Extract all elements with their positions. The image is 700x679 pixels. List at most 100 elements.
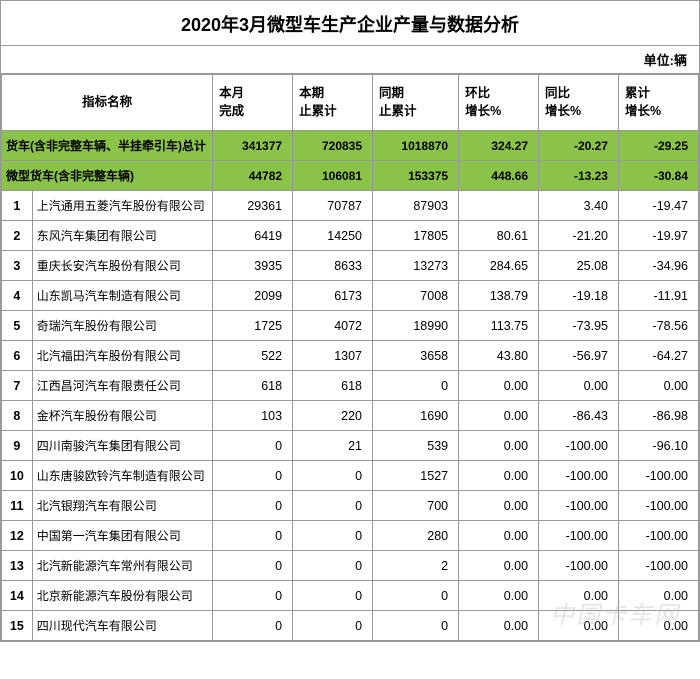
- company-name: 江西昌河汽车有限责任公司: [32, 371, 212, 401]
- summary-label: 货车(含非完整车辆、半挂牵引车)总计: [2, 131, 213, 161]
- company-name: 奇瑞汽车股份有限公司: [32, 311, 212, 341]
- table-row: 10山东唐骏欧铃汽车制造有限公司0015270.00-100.00-100.00: [2, 461, 699, 491]
- company-name: 重庆长安汽车股份有限公司: [32, 251, 212, 281]
- cell: 0: [293, 491, 373, 521]
- table-row: 15四川现代汽车有限公司0000.000.000.00: [2, 611, 699, 641]
- cell: 1527: [373, 461, 459, 491]
- cell: 103: [213, 401, 293, 431]
- company-name: 北汽新能源汽车常州有限公司: [32, 551, 212, 581]
- cell: 13273: [373, 251, 459, 281]
- cell: 2099: [213, 281, 293, 311]
- cell: 0: [293, 551, 373, 581]
- cell: 2: [373, 551, 459, 581]
- company-name: 金杯汽车股份有限公司: [32, 401, 212, 431]
- cell: -13.23: [539, 161, 619, 191]
- cell: 0: [213, 431, 293, 461]
- cell: 341377: [213, 131, 293, 161]
- cell: -30.84: [618, 161, 698, 191]
- cell: 284.65: [459, 251, 539, 281]
- cell: -11.91: [618, 281, 698, 311]
- cell: 448.66: [459, 161, 539, 191]
- data-table: 指标名称 本月 完成 本期 止累计 同期 止累计 环比 增长% 同比 增长% 累…: [1, 74, 699, 641]
- cell: -21.20: [539, 221, 619, 251]
- cell: 618: [213, 371, 293, 401]
- cell: 0.00: [459, 431, 539, 461]
- table-row: 2东风汽车集团有限公司6419142501780580.61-21.20-19.…: [2, 221, 699, 251]
- cell: 0.00: [459, 551, 539, 581]
- col-period-cum: 本期 止累计: [293, 75, 373, 131]
- row-index: 5: [2, 311, 33, 341]
- cell: -100.00: [618, 491, 698, 521]
- cell: 6173: [293, 281, 373, 311]
- row-index: 7: [2, 371, 33, 401]
- col-month-done: 本月 完成: [213, 75, 293, 131]
- cell: 220: [293, 401, 373, 431]
- cell: -19.47: [618, 191, 698, 221]
- cell: -100.00: [618, 551, 698, 581]
- company-name: 北汽银翔汽车有限公司: [32, 491, 212, 521]
- cell: 80.61: [459, 221, 539, 251]
- cell: 0: [213, 551, 293, 581]
- cell: 0: [213, 611, 293, 641]
- table-row: 13北汽新能源汽车常州有限公司0020.00-100.00-100.00: [2, 551, 699, 581]
- cell: 3.40: [539, 191, 619, 221]
- cell: 0.00: [459, 461, 539, 491]
- cell: 0.00: [459, 581, 539, 611]
- cell: 0.00: [539, 581, 619, 611]
- cell: 7008: [373, 281, 459, 311]
- table-container: 2020年3月微型车生产企业产量与数据分析 单位:辆 指标名称 本月 完成 本期…: [0, 0, 700, 642]
- cell: 0.00: [618, 581, 698, 611]
- company-name: 北京新能源汽车股份有限公司: [32, 581, 212, 611]
- col-indicator: 指标名称: [2, 75, 213, 131]
- cell: 0: [293, 581, 373, 611]
- table-row: 11北汽银翔汽车有限公司007000.00-100.00-100.00: [2, 491, 699, 521]
- cell: 14250: [293, 221, 373, 251]
- row-index: 9: [2, 431, 33, 461]
- table-row: 7江西昌河汽车有限责任公司61861800.000.000.00: [2, 371, 699, 401]
- cell: 4072: [293, 311, 373, 341]
- cell: 6419: [213, 221, 293, 251]
- cell: 25.08: [539, 251, 619, 281]
- table-row: 6北汽福田汽车股份有限公司5221307365843.80-56.97-64.2…: [2, 341, 699, 371]
- cell: -100.00: [618, 461, 698, 491]
- cell: 44782: [213, 161, 293, 191]
- cell: 0: [213, 521, 293, 551]
- cell: 3658: [373, 341, 459, 371]
- summary-label: 微型货车(含非完整车辆): [2, 161, 213, 191]
- cell: 539: [373, 431, 459, 461]
- table-row: 5奇瑞汽车股份有限公司1725407218990113.75-73.95-78.…: [2, 311, 699, 341]
- row-index: 2: [2, 221, 33, 251]
- cell: 3935: [213, 251, 293, 281]
- row-index: 13: [2, 551, 33, 581]
- cell: 0: [293, 611, 373, 641]
- cell: 720835: [293, 131, 373, 161]
- company-name: 山东凯马汽车制造有限公司: [32, 281, 212, 311]
- cell: -100.00: [539, 551, 619, 581]
- header-row: 指标名称 本月 完成 本期 止累计 同期 止累计 环比 增长% 同比 增长% 累…: [2, 75, 699, 131]
- row-index: 12: [2, 521, 33, 551]
- cell: 138.79: [459, 281, 539, 311]
- row-index: 11: [2, 491, 33, 521]
- cell: 70787: [293, 191, 373, 221]
- cell: -96.10: [618, 431, 698, 461]
- row-index: 4: [2, 281, 33, 311]
- cell: 1018870: [373, 131, 459, 161]
- table-row: 12中国第一汽车集团有限公司002800.00-100.00-100.00: [2, 521, 699, 551]
- col-same-period-cum: 同期 止累计: [373, 75, 459, 131]
- cell: 8633: [293, 251, 373, 281]
- table-row: 14北京新能源汽车股份有限公司0000.000.000.00: [2, 581, 699, 611]
- cell: -64.27: [618, 341, 698, 371]
- cell: 1690: [373, 401, 459, 431]
- cell: 324.27: [459, 131, 539, 161]
- row-index: 3: [2, 251, 33, 281]
- col-mom: 环比 增长%: [459, 75, 539, 131]
- cell: 0: [213, 461, 293, 491]
- cell: -34.96: [618, 251, 698, 281]
- cell: -100.00: [539, 431, 619, 461]
- cell: 0: [373, 581, 459, 611]
- col-yoy: 同比 增长%: [539, 75, 619, 131]
- cell: 0: [213, 491, 293, 521]
- table-row: 8金杯汽车股份有限公司10322016900.00-86.43-86.98: [2, 401, 699, 431]
- company-name: 四川现代汽车有限公司: [32, 611, 212, 641]
- cell: -20.27: [539, 131, 619, 161]
